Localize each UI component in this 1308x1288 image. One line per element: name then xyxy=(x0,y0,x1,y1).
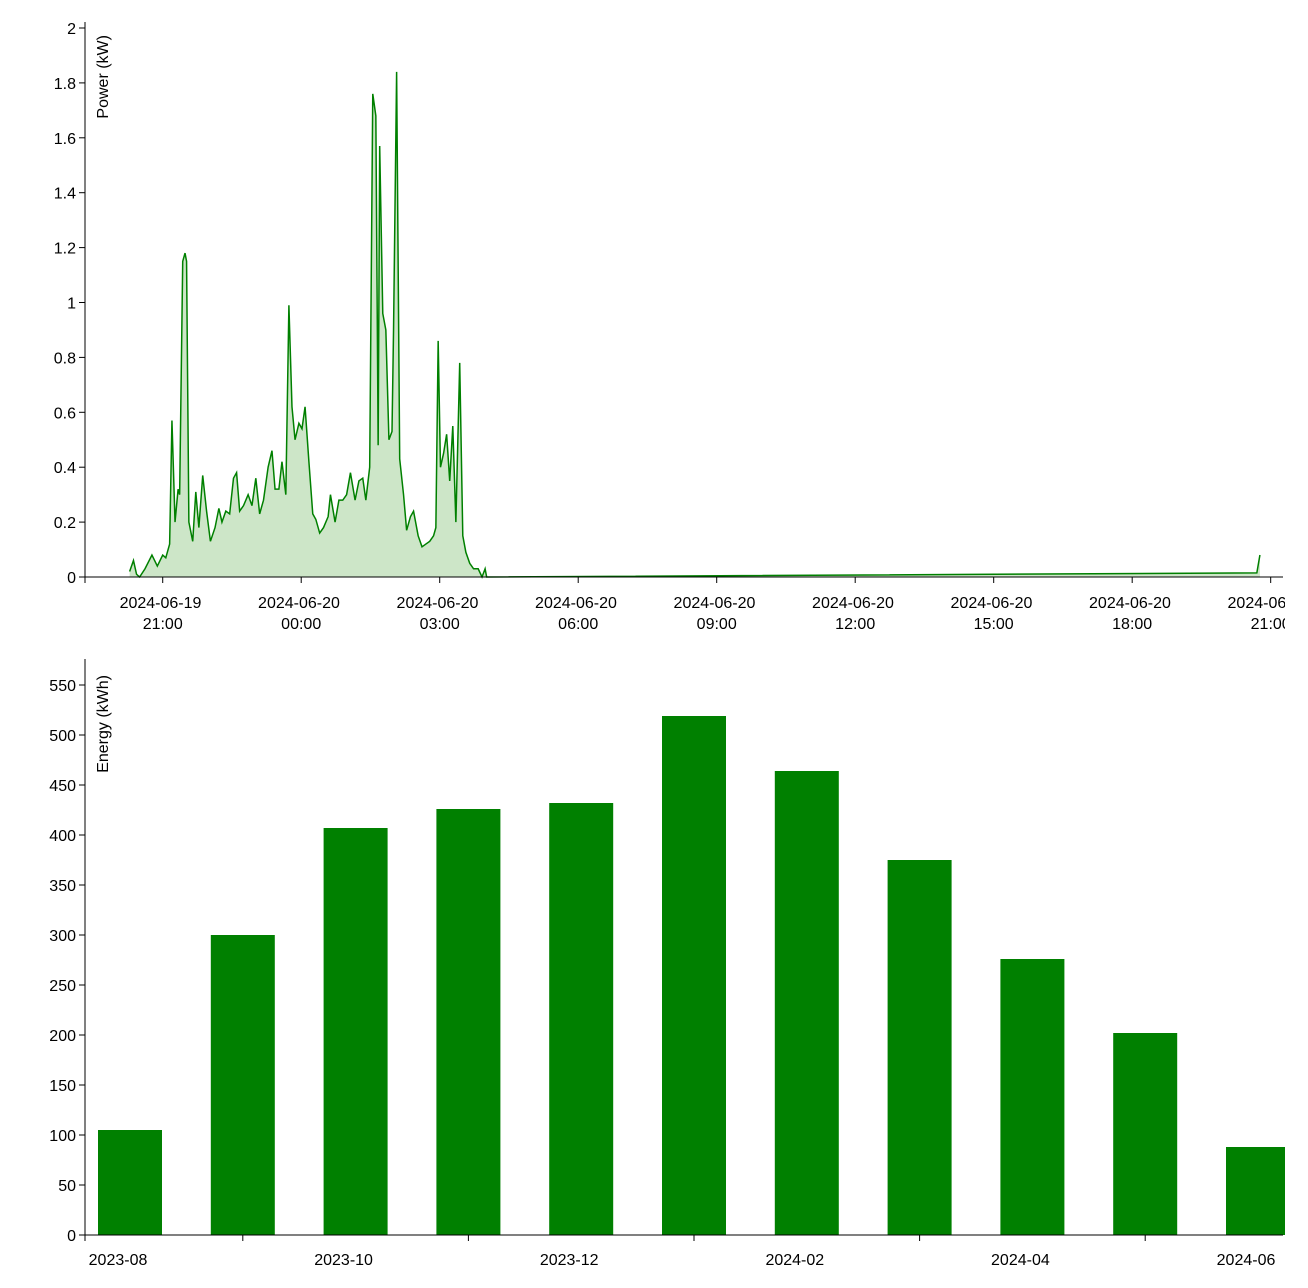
y-tick-label: 350 xyxy=(49,878,76,895)
tick-label-line: 18:00 xyxy=(1112,616,1152,633)
x-tick-label: 2024-06-20 09:00 xyxy=(674,595,760,633)
y-tick-label: 100 xyxy=(49,1128,76,1145)
y-axis-label: Power (kW) xyxy=(95,35,112,119)
bar xyxy=(549,803,614,1235)
tick-label-line: 2024-06-19 xyxy=(120,595,206,612)
y-tick-label: 550 xyxy=(49,678,76,695)
tick-label-line: 21:00 xyxy=(1251,616,1285,633)
x-tick-label: 2024-06-20 15:00 xyxy=(951,595,1037,633)
area xyxy=(129,71,1260,578)
y-tick-label: 500 xyxy=(49,728,76,745)
y-tick-label: 0.6 xyxy=(54,405,76,422)
x-tick-label: 2024-06-19 21:00 xyxy=(120,595,206,633)
tick-label-line: 06:00 xyxy=(558,616,598,633)
y-tick-label: 2 xyxy=(67,21,76,38)
tick-label-line: 2024-06-20 xyxy=(535,595,621,612)
x-tick-label: 2024-06-20 00:00 xyxy=(258,595,344,633)
x-tick-label: 2023-12 xyxy=(540,1252,599,1269)
y-tick-label: 250 xyxy=(49,978,76,995)
x-tick-label: 2024-06-20 12:00 xyxy=(812,595,898,633)
x-tick-label: 2024-06-20 21:00 xyxy=(1228,595,1285,633)
y-tick-label: 0 xyxy=(67,570,76,587)
tick-label-line: 2024-06-20 xyxy=(812,595,898,612)
bar xyxy=(323,828,388,1235)
bar xyxy=(98,1130,162,1235)
tick-label-line: 2024-06-20 xyxy=(397,595,483,612)
tick-label-line: 2024-06-20 xyxy=(258,595,344,612)
y-tick-label: 450 xyxy=(49,778,76,795)
x-tick-label: 2024-06-20 06:00 xyxy=(535,595,621,633)
x-tick-label: 2024-06-20 18:00 xyxy=(1089,595,1175,633)
x-tick-label: 2024-06 xyxy=(1217,1252,1276,1269)
bar xyxy=(662,716,726,1235)
line xyxy=(128,71,1261,579)
y-tick-label: 300 xyxy=(49,928,76,945)
tick-label-line: 21:00 xyxy=(143,616,183,633)
y-tick-label: 0.8 xyxy=(54,350,76,367)
tick-label-line: 2024-06-20 xyxy=(674,595,760,612)
tick-label-line: 2024-06-20 xyxy=(1228,595,1285,612)
tick-label-line: 00:00 xyxy=(281,616,321,633)
bar xyxy=(1000,959,1065,1235)
y-tick-label: 0.4 xyxy=(54,460,76,477)
y-tick-label: 1.4 xyxy=(54,186,76,203)
tick-label-line: 2024-06-20 xyxy=(1089,595,1175,612)
bar xyxy=(210,935,275,1235)
bar xyxy=(887,860,952,1235)
y-tick-label: 0.2 xyxy=(54,515,76,532)
y-tick-label: 50 xyxy=(58,1178,76,1195)
y-tick-label: 1.2 xyxy=(54,241,76,258)
tick-label-line: 09:00 xyxy=(697,616,737,633)
y-tick-label: 1.8 xyxy=(54,76,76,93)
bar xyxy=(1226,1147,1285,1235)
x-tick-label: 2024-02 xyxy=(765,1252,824,1269)
y-tick-label: 200 xyxy=(49,1028,76,1045)
y-tick-label: 400 xyxy=(49,828,76,845)
tick-label-line: 2024-06-20 xyxy=(951,595,1037,612)
y-tick-label: 0 xyxy=(67,1228,76,1245)
y-axis-label: Energy (kWh) xyxy=(95,675,112,773)
bar xyxy=(1113,1033,1178,1235)
bar xyxy=(774,771,839,1235)
y-tick-label: 1 xyxy=(67,296,76,313)
x-tick-label: 2023-08 xyxy=(89,1252,148,1269)
x-tick-label: 2024-04 xyxy=(991,1252,1050,1269)
y-tick-label: 150 xyxy=(49,1078,76,1095)
x-tick-label: 2023-10 xyxy=(314,1252,373,1269)
y-tick-label: 1.6 xyxy=(54,131,76,148)
tick-label-line: 03:00 xyxy=(420,616,460,633)
tick-label-line: 15:00 xyxy=(974,616,1014,633)
tick-label-line: 12:00 xyxy=(835,616,875,633)
x-tick-label: 2024-06-20 03:00 xyxy=(397,595,483,633)
bar xyxy=(436,809,501,1235)
